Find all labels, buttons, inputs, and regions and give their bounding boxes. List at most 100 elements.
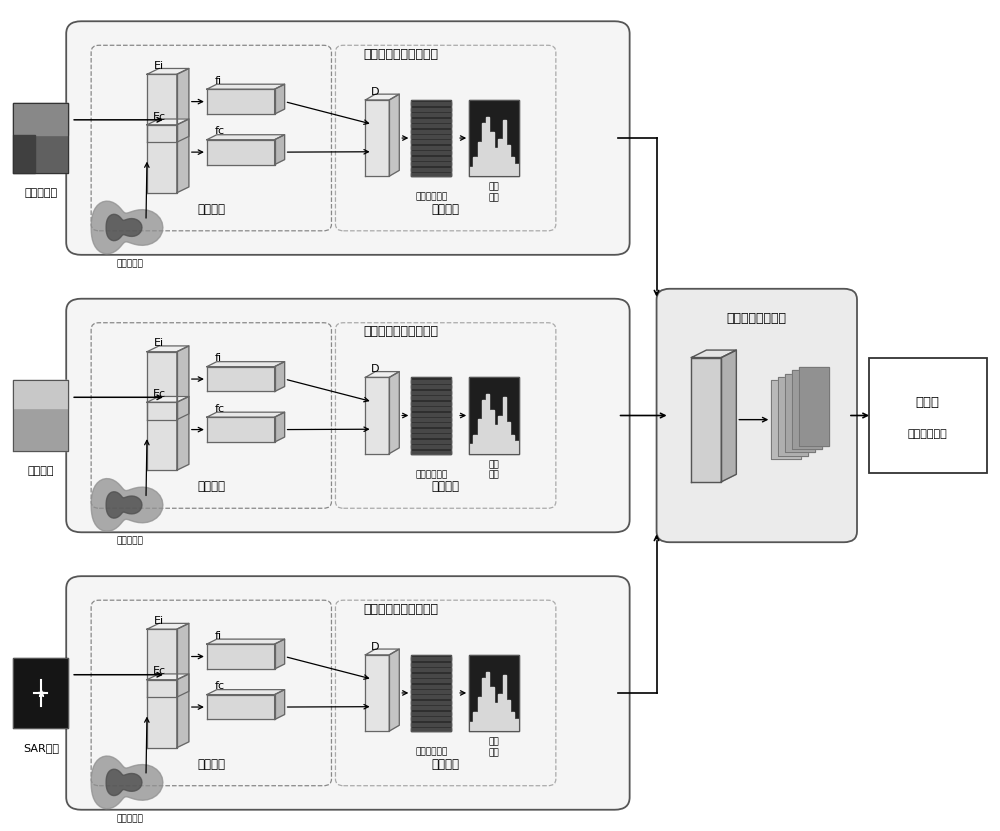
Polygon shape (411, 450, 451, 454)
Text: 分类器: 分类器 (916, 396, 940, 409)
Polygon shape (147, 674, 189, 680)
Polygon shape (507, 145, 510, 176)
Polygon shape (106, 770, 142, 795)
FancyBboxPatch shape (869, 357, 987, 474)
Polygon shape (207, 412, 285, 417)
Polygon shape (207, 361, 285, 366)
Polygon shape (177, 119, 189, 193)
Polygon shape (411, 102, 451, 106)
Polygon shape (469, 445, 473, 454)
Polygon shape (207, 89, 275, 114)
Polygon shape (275, 639, 285, 669)
Text: 边界
点集: 边界 点集 (489, 183, 499, 202)
Polygon shape (207, 417, 275, 442)
Polygon shape (778, 377, 808, 455)
Text: 特征编码: 特征编码 (197, 480, 225, 494)
Text: D: D (371, 86, 380, 96)
Polygon shape (411, 440, 451, 443)
Text: 符号距离特征: 符号距离特征 (415, 193, 447, 202)
Polygon shape (411, 685, 451, 687)
Polygon shape (365, 655, 389, 731)
Polygon shape (207, 639, 285, 644)
Polygon shape (478, 142, 481, 176)
Polygon shape (411, 386, 451, 388)
Polygon shape (490, 410, 494, 454)
Polygon shape (13, 103, 68, 135)
Polygon shape (473, 157, 477, 176)
Polygon shape (411, 711, 451, 715)
Polygon shape (473, 712, 477, 731)
Polygon shape (411, 157, 451, 160)
Polygon shape (365, 94, 399, 100)
Polygon shape (721, 350, 736, 482)
Text: 三维特征提取模块: 三维特征提取模块 (727, 312, 787, 325)
Polygon shape (411, 162, 451, 165)
Polygon shape (147, 119, 189, 125)
Polygon shape (511, 712, 514, 731)
Polygon shape (411, 717, 451, 720)
Text: 特征识别模块: 特征识别模块 (908, 429, 948, 439)
Polygon shape (411, 396, 451, 399)
Polygon shape (411, 124, 451, 127)
Polygon shape (13, 103, 68, 173)
Polygon shape (411, 401, 451, 405)
Text: fi: fi (215, 353, 222, 363)
Polygon shape (498, 694, 502, 731)
Polygon shape (478, 419, 481, 454)
Text: SAR图像: SAR图像 (23, 743, 59, 753)
Polygon shape (792, 371, 822, 449)
Polygon shape (147, 623, 189, 629)
Text: 符号距离特征: 符号距离特征 (415, 470, 447, 479)
Polygon shape (91, 201, 163, 253)
Polygon shape (771, 381, 801, 459)
Polygon shape (411, 130, 451, 133)
Polygon shape (411, 423, 451, 426)
FancyBboxPatch shape (66, 576, 630, 809)
Polygon shape (411, 173, 451, 176)
Polygon shape (411, 668, 451, 671)
Polygon shape (507, 700, 510, 731)
Polygon shape (411, 674, 451, 676)
Polygon shape (411, 429, 451, 432)
Text: D: D (371, 364, 380, 374)
Polygon shape (147, 629, 177, 697)
Polygon shape (486, 671, 489, 731)
Polygon shape (177, 623, 189, 697)
Polygon shape (147, 396, 189, 402)
Polygon shape (411, 435, 451, 437)
Polygon shape (177, 68, 189, 142)
Polygon shape (478, 696, 481, 731)
Text: Ei: Ei (154, 61, 164, 71)
Polygon shape (177, 396, 189, 470)
Polygon shape (411, 135, 451, 138)
Polygon shape (365, 377, 389, 454)
Polygon shape (507, 422, 510, 454)
Polygon shape (365, 100, 389, 176)
Polygon shape (147, 68, 189, 74)
Polygon shape (411, 445, 451, 448)
Text: 红外图像: 红外图像 (28, 465, 54, 475)
FancyBboxPatch shape (66, 298, 630, 533)
Text: 随机采样点: 随机采样点 (116, 537, 143, 545)
Polygon shape (482, 678, 485, 731)
Polygon shape (411, 100, 451, 176)
Polygon shape (503, 675, 506, 731)
Text: D: D (371, 642, 380, 652)
Text: fc: fc (215, 126, 225, 136)
Polygon shape (411, 701, 451, 704)
Text: 可见光图像: 可见光图像 (24, 188, 57, 198)
Text: 特征解码: 特征解码 (432, 480, 460, 494)
FancyBboxPatch shape (66, 22, 630, 255)
Polygon shape (411, 108, 451, 111)
Text: fc: fc (215, 404, 225, 414)
Polygon shape (482, 401, 485, 454)
Polygon shape (799, 367, 829, 445)
Polygon shape (411, 723, 451, 725)
Polygon shape (275, 84, 285, 114)
Polygon shape (469, 655, 519, 731)
Polygon shape (411, 696, 451, 698)
Text: 随机采样点: 随机采样点 (116, 814, 143, 823)
Polygon shape (106, 214, 142, 241)
Polygon shape (490, 687, 494, 731)
Text: 特征解码: 特征解码 (432, 758, 460, 770)
